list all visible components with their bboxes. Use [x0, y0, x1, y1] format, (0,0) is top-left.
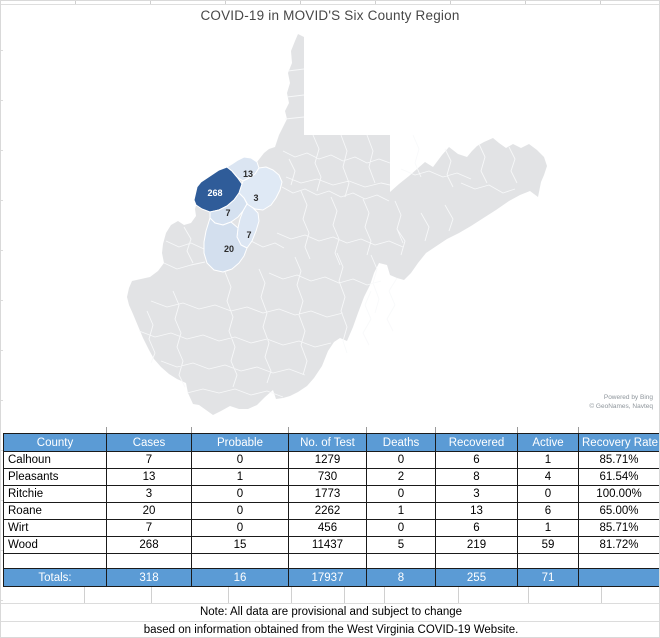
note-line-1: Note: All data are provisional and subje… — [1, 604, 659, 622]
table-row-wirt: Wirt 7 0 456 0 6 1 85.71% — [3, 519, 659, 537]
cell-tests: 730 — [288, 468, 367, 486]
cell-deaths: 1 — [366, 502, 436, 520]
cell-active: 59 — [517, 536, 579, 554]
county-roane-label: 20 — [224, 244, 234, 254]
totals-label: Totals: — [3, 568, 107, 587]
totals-recovery-rate — [578, 568, 659, 587]
cell-recovery-rate: 61.54% — [578, 468, 659, 486]
cell-active: 1 — [517, 519, 579, 537]
header-no-of-test: No. of Test — [288, 433, 367, 452]
county-ritchie-label: 3 — [253, 193, 258, 203]
cell-recovered: 6 — [435, 519, 518, 537]
cell-recovered: 8 — [435, 468, 518, 486]
note-line-2: based on information obtained from the W… — [143, 624, 519, 636]
totals-deaths: 8 — [366, 568, 436, 587]
header-probable: Probable — [191, 433, 289, 452]
cell-county: Pleasants — [3, 468, 107, 486]
totals-active: 71 — [517, 568, 579, 587]
county-calhoun-label: 7 — [246, 230, 251, 240]
cell-cases: 7 — [106, 451, 192, 469]
excel-row-gridline-ticks — [1, 1, 3, 601]
cell-deaths: 5 — [366, 536, 436, 554]
cell-county: Wood — [3, 536, 107, 554]
county-roane[interactable] — [203, 217, 248, 273]
cell-county: Roane — [3, 502, 107, 520]
cell-deaths: 0 — [366, 485, 436, 503]
totals-recovered: 255 — [435, 568, 518, 587]
table-row-ritchie: Ritchie 3 0 1773 0 3 0 100.00% — [3, 485, 659, 503]
county-wood[interactable] — [193, 166, 243, 213]
cell-tests: 2262 — [288, 502, 367, 520]
cell-tests: 1773 — [288, 485, 367, 503]
county-wirt-label: 7 — [225, 208, 230, 218]
county-wood-label: 268 — [207, 188, 222, 198]
cell-tests: 456 — [288, 519, 367, 537]
cell-probable: 15 — [191, 536, 289, 554]
cell-county: Wirt — [3, 519, 107, 537]
cell-tests: 1279 — [288, 451, 367, 469]
totals-cases: 318 — [106, 568, 192, 587]
cell-recovery-rate: 85.71% — [578, 519, 659, 537]
wv-county-map: 268 13 3 7 7 20 — [127, 34, 547, 415]
cell-county: Calhoun — [3, 451, 107, 469]
table-header-row: County Cases Probable No. of Test Deaths… — [3, 433, 659, 452]
cell-active: 0 — [517, 485, 579, 503]
table-totals-row: Totals: 318 16 17937 8 255 71 — [3, 568, 659, 587]
cell-probable: 0 — [191, 451, 289, 469]
cell-cases: 268 — [106, 536, 192, 554]
cell-recovery-rate: 65.00% — [578, 502, 659, 520]
table-row-pleasants: Pleasants 13 1 730 2 8 4 61.54% — [3, 468, 659, 486]
cell-active: 1 — [517, 451, 579, 469]
chart-top-border — [1, 4, 659, 5]
header-active: Active — [517, 433, 579, 452]
cell-tests: 11437 — [288, 536, 367, 554]
totals-tests: 17937 — [288, 568, 367, 587]
cell-deaths: 2 — [366, 468, 436, 486]
header-cases: Cases — [106, 433, 192, 452]
county-data-table: County Cases Probable No. of Test Deaths… — [3, 433, 659, 587]
cell-active: 4 — [517, 468, 579, 486]
cell-probable: 1 — [191, 468, 289, 486]
state-outline — [127, 34, 547, 415]
bing-attribution-line: Powered by Bing — [603, 394, 653, 401]
cell-probable: 0 — [191, 502, 289, 520]
header-recovery-rate: Recovery Rate — [578, 433, 659, 452]
cell-deaths: 0 — [366, 519, 436, 537]
totals-probable: 16 — [191, 568, 289, 587]
cell-recovered: 13 — [435, 502, 518, 520]
map-attribution: Powered by Bing © GeoNames, Navteq — [589, 393, 653, 411]
cell-cases: 7 — [106, 519, 192, 537]
cell-recovery-rate: 85.71% — [578, 451, 659, 469]
cell-active: 6 — [517, 502, 579, 520]
cell-recovery-rate: 100.00% — [578, 485, 659, 503]
excel-column-gridline-ticks — [1, 1, 659, 4]
cell-recovered: 6 — [435, 451, 518, 469]
excel-gridline-row — [1, 587, 659, 604]
cell-county: Ritchie — [3, 485, 107, 503]
header-recovered: Recovered — [435, 433, 518, 452]
cell-recovered: 219 — [435, 536, 518, 554]
table-row-roane: Roane 20 0 2262 1 13 6 65.00% — [3, 502, 659, 520]
cell-probable: 0 — [191, 519, 289, 537]
cell-probable: 0 — [191, 485, 289, 503]
table-row-calhoun: Calhoun 7 0 1279 0 6 1 85.71% — [3, 451, 659, 469]
cell-recovery-rate: 81.72% — [578, 536, 659, 554]
table-row-wood: Wood 268 15 11437 5 219 59 81.72% — [3, 536, 659, 554]
cell-deaths: 0 — [366, 451, 436, 469]
geonames-attribution-line: © GeoNames, Navteq — [589, 403, 653, 410]
county-boundaries-mesh — [138, 68, 518, 398]
cell-recovered: 3 — [435, 485, 518, 503]
header-deaths: Deaths — [366, 433, 436, 452]
header-county: County — [3, 433, 107, 452]
cell-cases: 20 — [106, 502, 192, 520]
table-spacer-row — [3, 553, 659, 569]
county-pleasants-label: 13 — [243, 169, 253, 179]
cell-cases: 13 — [106, 468, 192, 486]
cell-cases: 3 — [106, 485, 192, 503]
page-title: COVID-19 in MOVID'S Six County Region — [200, 8, 460, 23]
